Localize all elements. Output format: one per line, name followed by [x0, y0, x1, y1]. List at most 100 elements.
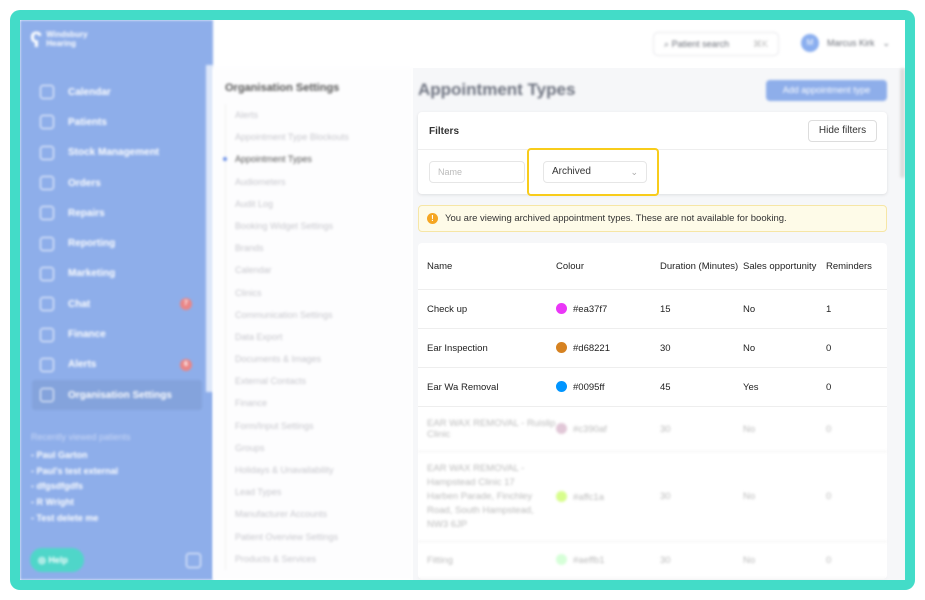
sidebar-item-orders[interactable]: Orders	[32, 168, 202, 198]
appointment-name: Check up	[427, 303, 468, 315]
settings-item-manufacturer-accounts[interactable]: Manufacturer Accounts	[235, 509, 328, 520]
sidebar-item-label: Finance	[68, 329, 106, 341]
hide-filters-button[interactable]: Hide filters	[808, 120, 877, 142]
sidebar: ʕ Windsbury Hearing Calendar Patients Stock …	[20, 20, 213, 580]
highlight-box	[527, 148, 659, 196]
recent-patient-link[interactable]: - dfgsdfgdfs	[31, 481, 83, 492]
sales-opportunity: No	[743, 342, 756, 354]
appointment-name: EAR WAX REMOVAL - Ruislip Clinic	[427, 418, 556, 440]
sidebar-item-label: Calendar	[68, 86, 111, 98]
settings-item-clinics[interactable]: Clinics	[235, 287, 262, 298]
settings-item-audiometers[interactable]: Audiometers	[235, 176, 286, 187]
name-filter-input[interactable]	[429, 161, 525, 183]
search-icon: ⌕	[664, 39, 670, 49]
settings-item-booking-widget-settings[interactable]: Booking Widget Settings	[235, 220, 334, 231]
settings-item-alerts[interactable]: Alerts	[235, 110, 259, 120]
warning-text: You are viewing archived appointment typ…	[445, 213, 787, 224]
column-header: Duration (Minutes)	[660, 260, 739, 272]
colour-hex: #aeffb1	[573, 555, 605, 566]
settings-item-products-services[interactable]: Products & Services	[235, 553, 317, 564]
sidebar-item-chat[interactable]: Chat 7	[32, 289, 202, 319]
warning-icon: !	[427, 213, 438, 224]
reminders: 0	[826, 342, 832, 354]
colour-cell: #d68221	[556, 342, 660, 354]
table-row[interactable]: Fitting #aeffb1 30 No 0	[418, 542, 887, 579]
settings-item-finance[interactable]: Finance	[235, 398, 268, 409]
inbox-icon	[40, 176, 54, 191]
pie-chart-icon	[40, 236, 54, 251]
sidebar-scrollbar[interactable]	[206, 65, 213, 392]
settings-item-calendar[interactable]: Calendar	[235, 265, 272, 276]
sidebar-item-patients[interactable]: Patients	[32, 107, 202, 137]
settings-item-brands[interactable]: Brands	[235, 243, 264, 254]
sidebar-item-calendar[interactable]: Calendar	[32, 77, 202, 107]
sidebar-item-stock-management[interactable]: Stock Management	[32, 138, 202, 168]
page-title: Appointment Types	[418, 80, 576, 99]
settings-item-patient-overview-settings[interactable]: Patient Overview Settings	[235, 531, 339, 542]
main-scrollbar[interactable]	[900, 68, 905, 178]
avatar: M	[801, 34, 819, 52]
chevron-down-icon: ⌄	[630, 167, 638, 177]
duration: 30	[660, 554, 671, 566]
recent-patient-link[interactable]: - Paul Garton	[31, 450, 88, 460]
settings-item-groups[interactable]: Groups	[235, 442, 265, 453]
table-row[interactable]: EAR WAX REMOVAL - Hampstead Clinic 17 Ha…	[418, 452, 887, 542]
help-label: Help	[48, 555, 68, 565]
table-row[interactable]: EAR WAX REMOVAL - Ruislip Clinic #c390af 3…	[418, 407, 887, 452]
sidebar-nav: Calendar Patients Stock Management Orders Re…	[32, 77, 202, 411]
settings-item-communication-settings[interactable]: Communication Settings	[235, 309, 333, 320]
logo: ʕ Windsbury Hearing	[30, 28, 88, 50]
settings-item-data-export[interactable]: Data Export	[235, 331, 283, 342]
status-value: Archived	[552, 166, 591, 177]
duration: 30	[660, 423, 671, 435]
sidebar-item-label: Orders	[68, 177, 101, 189]
settings-item-audit-log[interactable]: Audit Log	[235, 198, 274, 209]
user-menu[interactable]: M Marcus Kirk ⌄	[801, 34, 890, 52]
settings-item-form-input-settings[interactable]: Form/Input Settings	[235, 420, 314, 431]
recent-patient-link[interactable]: - R Wright	[31, 497, 74, 508]
column-header: Name	[427, 260, 453, 272]
wrench-icon	[40, 206, 54, 221]
table-row[interactable]: Check up #ea37f7 15 No 1	[418, 290, 887, 329]
status-select[interactable]: Archived ⌄	[543, 161, 647, 183]
settings-item-appointment-types[interactable]: Appointment Types	[223, 148, 349, 170]
colour-hex: #c390af	[573, 424, 607, 435]
sidebar-item-reporting[interactable]: Reporting	[32, 228, 202, 258]
settings-item-appointment-type-blockouts[interactable]: Appointment Type Blockouts	[235, 132, 349, 143]
sidebar-item-marketing[interactable]: Marketing	[32, 259, 202, 289]
app-window: ʕ Windsbury Hearing Calendar Patients Stock …	[20, 20, 905, 580]
duration: 30	[660, 342, 671, 354]
patient-search[interactable]: ⌕ Patient search ⌘K	[653, 32, 779, 56]
sidebar-item-organisation-settings[interactable]: Organisation Settings	[32, 379, 202, 411]
search-label: Patient search	[671, 39, 730, 49]
sidebar-item-repairs[interactable]: Repairs	[32, 198, 202, 228]
bell-icon	[40, 357, 54, 372]
sidebar-item-alerts[interactable]: Alerts 6	[32, 350, 202, 380]
filters-label: Filters	[429, 126, 460, 137]
column-header: Sales opportunity	[743, 260, 817, 272]
appointment-name: Fitting	[427, 554, 453, 566]
help-button[interactable]: ◎ Help	[30, 548, 84, 572]
notification-badge: 7	[180, 298, 192, 311]
settings-item-lead-types[interactable]: Lead Types	[235, 487, 282, 498]
colour-cell: #aeffb1	[556, 554, 660, 566]
settings-item-holidays-unavailability[interactable]: Holidays & Unavailability	[235, 465, 334, 475]
collapse-sidebar-icon[interactable]	[186, 553, 201, 568]
colour-cell: #ea37f7	[556, 303, 660, 315]
recent-patient-link[interactable]: - Paul's test external	[31, 465, 119, 476]
calendar-icon	[40, 85, 54, 100]
settings-item-external-contacts[interactable]: External Contacts	[235, 376, 307, 387]
table-row[interactable]: Ear Inspection #d68221 30 No 0	[418, 329, 887, 368]
add-appointment-type-button[interactable]: Add appointment type	[766, 80, 887, 101]
settings-item-documents-images[interactable]: Documents & Images	[235, 354, 322, 365]
recent-patients: Recently viewed patients - Paul Garton - …	[31, 432, 131, 527]
recent-patient-link[interactable]: - Test delete me	[31, 512, 99, 523]
main-content: Appointment Types Add appointment type F…	[413, 68, 905, 580]
credit-card-icon	[40, 327, 54, 342]
filters-panel: Filters Hide filters Archived ⌄	[418, 112, 887, 194]
table-row[interactable]: Ear Wa Removal #0095ff 45 Yes 0	[418, 368, 887, 407]
top-bar: ⌕ Patient search ⌘K M Marcus Kirk ⌄	[213, 20, 905, 68]
sidebar-item-label: Marketing	[68, 268, 116, 280]
colour-cell: #c390af	[556, 423, 660, 435]
sidebar-item-finance[interactable]: Finance	[32, 319, 202, 349]
